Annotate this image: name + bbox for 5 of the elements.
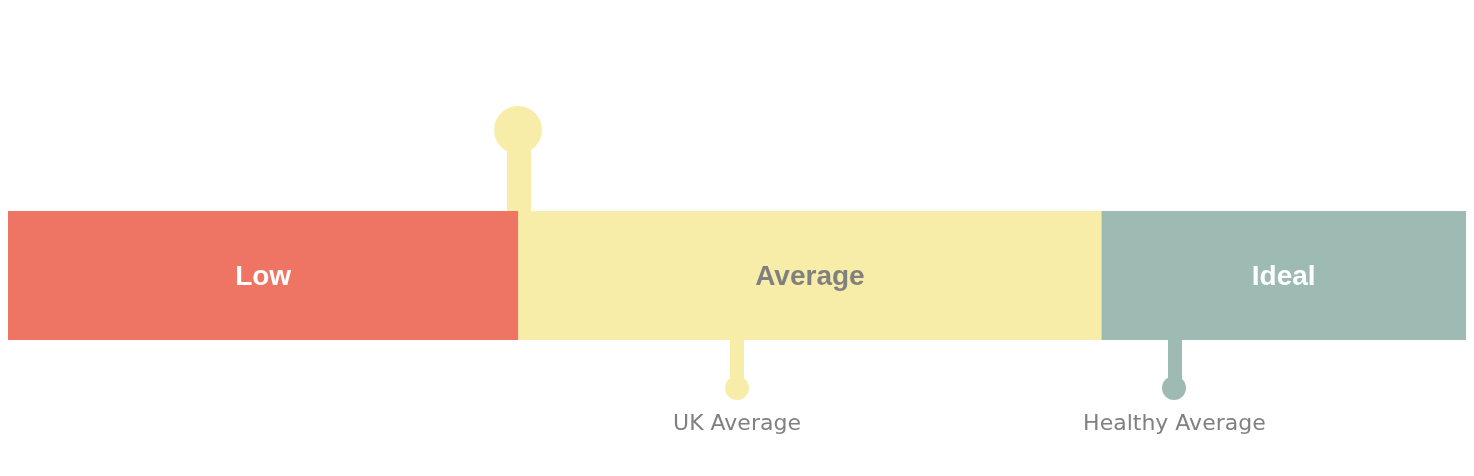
series-label: Average: [755, 260, 865, 291]
series-label: Low: [235, 260, 292, 291]
ref-line-label: Healthy Average: [1083, 409, 1266, 435]
series-label: Ideal: [1251, 260, 1316, 291]
ref-line-label: UK Average: [673, 409, 801, 435]
